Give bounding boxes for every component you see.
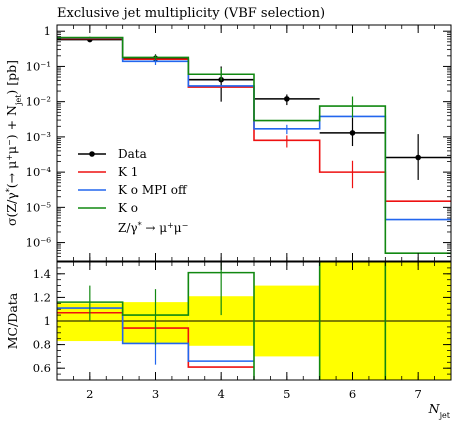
legend-label: K 1: [118, 165, 138, 179]
legend-label: K o MPI off: [118, 183, 188, 197]
x-axis-label: Njet: [428, 401, 451, 420]
ratio-tick-label: 0.6: [33, 361, 51, 375]
x-tick-label: 7: [415, 387, 422, 401]
legend-marker: [89, 151, 95, 157]
x-tick-label: 5: [283, 387, 290, 401]
top-plot-frame: [56, 24, 452, 262]
x-tick-label: 3: [152, 387, 159, 401]
ratio-tick-label: 1.4: [33, 267, 51, 281]
series-line-k-o: [57, 36, 451, 254]
y-tick-label: 10⁻³: [26, 130, 52, 144]
data-point: [349, 130, 356, 136]
ratio-tick-label: 1.2: [33, 290, 51, 304]
legend-label: Data: [118, 147, 147, 161]
y-tick-label: 10⁻⁶: [26, 236, 52, 250]
y-tick-label: 10⁻⁴: [26, 165, 52, 179]
main-panel: 1 10⁻¹ 10⁻² 10⁻³ 10⁻⁴ 10⁻⁵ 10⁻⁶ Data K 1 K o MPI…: [26, 24, 452, 262]
chart-title: Exclusive jet multiplicity (VBF selectio…: [57, 6, 325, 21]
y-axis-label-ratio: MC/Data: [5, 292, 20, 349]
y-tick-label: 10⁻¹: [26, 59, 51, 73]
ratio-tick-label: 1: [44, 314, 51, 328]
legend-label: K o: [118, 201, 138, 215]
legend: Data K 1 K o MPI off K o Z/γ* → μ+μ−: [78, 147, 188, 235]
data-point: [284, 96, 290, 102]
ratio-panel: 0.6 0.8 1 1.2 1.4: [33, 261, 452, 381]
y-tick-label: 10⁻²: [26, 95, 51, 109]
ratio-line-k-o: [57, 262, 387, 380]
y-axis-label-top: σ(Z/γ*(→ μ+μ−) + Njet) [pb]: [4, 60, 23, 226]
legend-note: Z/γ* → μ+μ−: [118, 221, 188, 236]
ratio-tick-label: 0.8: [33, 338, 51, 352]
x-tick-label: 6: [349, 387, 356, 401]
y-tick-label: 1: [44, 24, 51, 38]
x-tick-label: 2: [86, 387, 93, 401]
x-tick-label: 4: [218, 387, 225, 401]
y-tick-label: 10⁻⁵: [26, 200, 52, 214]
series-line-k-o-mpi-off: [57, 36, 451, 221]
data-point: [415, 154, 421, 161]
